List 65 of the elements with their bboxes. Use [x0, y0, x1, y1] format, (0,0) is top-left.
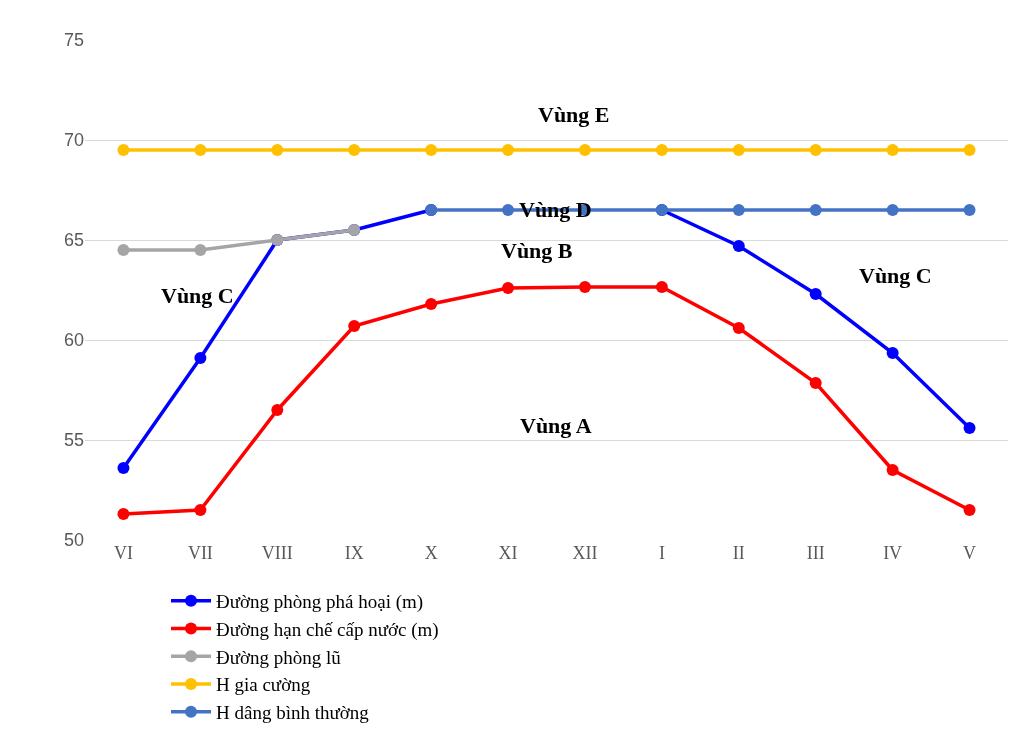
x-tick-label: II [732, 543, 745, 563]
legend-label: H dâng bình thường [216, 702, 370, 724]
point [194, 504, 207, 516]
y-tick-label: 65 [63, 230, 84, 251]
annotation: Vùng C [161, 283, 234, 308]
point [425, 298, 438, 310]
point [348, 144, 361, 156]
point [809, 204, 822, 216]
point [271, 144, 284, 156]
point [809, 144, 822, 156]
x-tick-label: X [424, 543, 438, 563]
y-tick-label: 75 [63, 30, 84, 51]
legend-label: Đường phòng phá hoại (m) [216, 591, 424, 614]
point [578, 281, 591, 293]
point [194, 144, 207, 156]
point [963, 204, 976, 216]
point [732, 144, 745, 156]
point [117, 144, 130, 156]
x-tick-label: III [806, 543, 825, 563]
annotation: Vùng E [538, 102, 610, 127]
annotation: Vùng C [859, 263, 932, 288]
point [502, 144, 515, 156]
x-tick-label: VII [187, 543, 213, 563]
point [117, 462, 130, 474]
annotation: Vùng B [501, 238, 573, 263]
point [886, 144, 899, 156]
point [809, 288, 822, 300]
point [886, 464, 899, 476]
x-tick-label: V [963, 543, 977, 563]
point [963, 144, 976, 156]
x-tick-label: VI [113, 543, 133, 563]
x-tick-label: VIII [261, 543, 293, 563]
x-tick-label: XII [572, 543, 598, 563]
point [194, 244, 207, 256]
x-tick-label: I [658, 543, 665, 563]
point [886, 347, 899, 359]
point [578, 144, 591, 156]
point [886, 204, 899, 216]
point [425, 144, 438, 156]
point [194, 352, 207, 364]
legend-label: Đường phòng lũ [216, 646, 342, 668]
annotation: Vùng A [520, 413, 592, 438]
y-tick-label: 60 [63, 330, 84, 351]
point [271, 404, 284, 416]
point [963, 422, 976, 434]
point [117, 508, 130, 520]
x-tick-label: IX [344, 543, 364, 563]
y-tick-label: 50 [63, 530, 84, 551]
point [348, 320, 361, 332]
point [963, 504, 976, 516]
point [732, 204, 745, 216]
x-tick-label: IV [883, 543, 903, 563]
point [502, 282, 515, 294]
legend-label: H gia cường [216, 674, 311, 696]
point [655, 281, 668, 293]
x-tick-label: XI [498, 543, 518, 563]
point [655, 144, 668, 156]
point [117, 244, 130, 256]
y-tick-label: 55 [63, 430, 84, 451]
point [732, 322, 745, 334]
y-tick-label: 70 [63, 130, 84, 151]
legend-label: Đường hạn chế cấp nước (m) [216, 618, 439, 641]
point [809, 377, 822, 389]
point [732, 240, 745, 252]
point [502, 204, 515, 216]
